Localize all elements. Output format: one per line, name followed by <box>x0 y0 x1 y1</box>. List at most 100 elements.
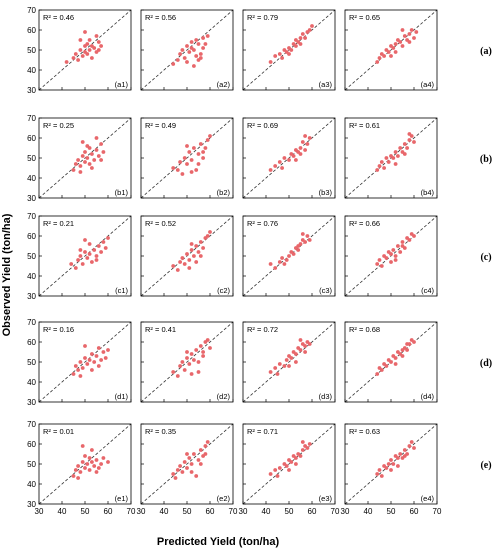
data-point <box>414 30 419 34</box>
data-point <box>196 360 201 364</box>
data-point <box>178 364 183 368</box>
data-point <box>379 474 384 478</box>
data-point <box>268 168 273 172</box>
data-point <box>282 364 287 368</box>
scatter-panel: R² = 0.52 (c2) <box>140 215 234 297</box>
data-point <box>273 366 278 370</box>
data-point <box>294 44 298 48</box>
panel-id-label: (a4) <box>421 80 435 89</box>
data-point <box>83 250 87 254</box>
panel-id-label: (b4) <box>421 188 435 197</box>
scatter-panel: 30 40 50 60 70 R² = 0.63 (e4) <box>341 423 442 516</box>
y-tick-label: 40 <box>27 272 36 281</box>
data-point <box>393 150 398 154</box>
x-tick-label: 70 <box>127 507 136 516</box>
y-tick-label: 50 <box>27 252 36 261</box>
data-point <box>94 354 99 358</box>
data-point <box>83 238 87 242</box>
data-point <box>182 56 187 60</box>
data-point <box>99 158 103 162</box>
r2-annotation: R² = 0.01 <box>43 427 74 436</box>
data-point <box>386 462 391 466</box>
data-point <box>307 238 312 242</box>
r2-annotation: R² = 0.69 <box>247 121 278 130</box>
scatter-panel: R² = 0.61 (b4) <box>344 117 438 199</box>
data-point <box>300 140 305 144</box>
r2-annotation: R² = 0.76 <box>247 219 278 228</box>
x-tick-label: 60 <box>308 507 317 516</box>
data-point <box>87 162 92 166</box>
data-point <box>396 154 400 158</box>
r2-annotation: R² = 0.25 <box>43 121 74 130</box>
data-point <box>85 42 90 46</box>
data-point <box>189 158 194 162</box>
data-point <box>393 258 398 262</box>
data-point <box>275 372 280 376</box>
data-point <box>96 346 101 350</box>
data-point <box>201 156 206 160</box>
data-point <box>178 464 183 468</box>
data-point <box>396 464 400 468</box>
r2-annotation: R² = 0.72 <box>247 325 278 334</box>
x-tick-label: 40 <box>160 507 169 516</box>
scatter-panel: 30 40 50 60 70 R² = 0.16 (d1) <box>27 318 132 407</box>
data-point <box>85 156 90 160</box>
data-point <box>294 462 298 466</box>
panel-id-label: (b1) <box>115 188 129 197</box>
data-point <box>402 142 407 146</box>
data-point <box>300 232 305 236</box>
data-point <box>192 64 196 68</box>
data-point <box>201 46 206 50</box>
one-to-one-line <box>38 321 132 403</box>
data-point <box>76 368 80 372</box>
data-point <box>407 138 412 142</box>
data-point <box>198 448 203 452</box>
data-point <box>405 342 409 346</box>
data-point <box>187 258 192 262</box>
data-point <box>76 58 80 62</box>
data-point <box>182 156 187 160</box>
one-to-one-line <box>242 9 336 91</box>
one-to-one-line <box>344 117 438 199</box>
data-point <box>393 42 398 46</box>
x-tick-label: 70 <box>229 507 238 516</box>
panel-id-label: (b2) <box>217 188 231 197</box>
y-tick-label: 70 <box>27 420 36 429</box>
data-point <box>78 248 83 252</box>
data-point <box>396 244 400 248</box>
data-point <box>294 456 298 460</box>
row-label: (b) <box>480 154 492 165</box>
data-point <box>402 152 407 156</box>
data-point <box>307 136 312 140</box>
r2-annotation: R² = 0.52 <box>145 219 176 228</box>
one-to-one-line <box>140 9 234 91</box>
data-point <box>405 348 409 352</box>
data-point <box>189 470 194 474</box>
data-point <box>398 40 403 44</box>
data-point <box>393 162 398 166</box>
y-tick-label: 30 <box>27 500 36 509</box>
data-point <box>303 134 307 138</box>
data-point <box>87 468 92 472</box>
x-tick-label: 40 <box>364 507 373 516</box>
data-point <box>284 358 289 362</box>
data-point <box>391 462 396 466</box>
r2-annotation: R² = 0.71 <box>247 427 278 436</box>
x-tick-label: 50 <box>81 507 90 516</box>
data-point <box>198 462 203 466</box>
x-tick-label: 30 <box>137 507 146 516</box>
data-point <box>80 460 85 464</box>
data-point <box>189 242 194 246</box>
data-point <box>171 472 176 476</box>
data-point <box>205 440 210 444</box>
one-to-one-line <box>344 423 438 505</box>
data-point <box>298 152 303 156</box>
r2-annotation: R² = 0.56 <box>145 13 176 22</box>
data-point <box>409 440 414 444</box>
data-point <box>73 364 78 368</box>
data-point <box>178 52 183 56</box>
data-point <box>192 358 196 362</box>
data-point <box>298 146 303 150</box>
data-point <box>101 240 106 244</box>
r2-annotation: R² = 0.68 <box>349 325 380 334</box>
